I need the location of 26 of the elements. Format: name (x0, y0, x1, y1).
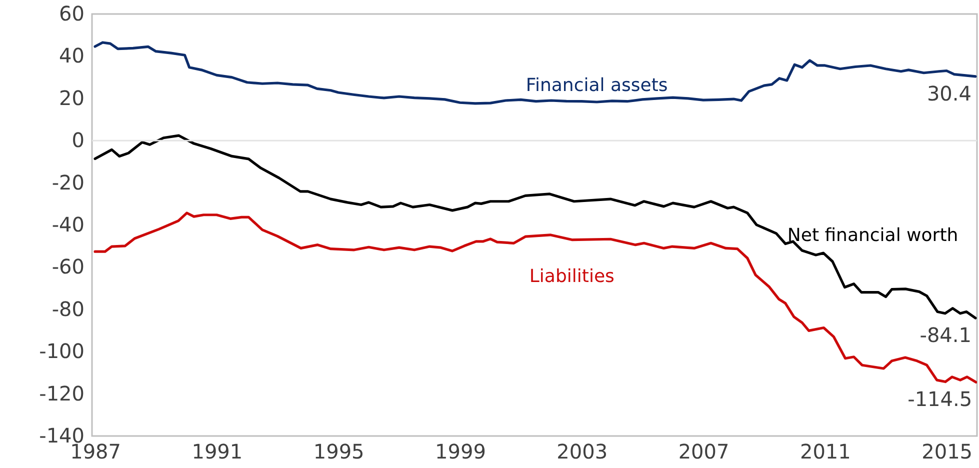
y-tick-label: -20 (52, 170, 84, 194)
x-tick-label: 2007 (678, 440, 730, 464)
y-tick-label: 0 (72, 128, 84, 152)
y-tick-label: -80 (52, 296, 84, 321)
x-tick-label: 1995 (313, 440, 364, 464)
y-tick-label: -40 (52, 212, 84, 236)
x-tick-label: 1999 (435, 440, 486, 464)
data-label: -84.1 (920, 323, 972, 348)
data-label: 30.4 (926, 81, 972, 106)
data-label: -114.5 (908, 387, 972, 412)
y-tick-label: 20 (59, 86, 84, 110)
line-series (94, 212, 977, 384)
line-series (94, 41, 977, 105)
x-tick-label: 2003 (556, 440, 608, 464)
x-tick-label: 2015 (922, 440, 973, 464)
series-label: Financial assets (526, 74, 668, 96)
y-tick-label: 40 (59, 44, 84, 68)
y-tick-label: -120 (39, 381, 84, 406)
x-tick-label: 2011 (800, 440, 851, 464)
x-tick-label: 1991 (192, 440, 243, 464)
line-series (94, 134, 977, 320)
series-label: Liabilities (529, 266, 614, 287)
y-tick-label: 60 (59, 2, 84, 26)
y-tick-label: -100 (39, 339, 84, 364)
y-tick-label: -60 (52, 254, 84, 279)
series-label: Net financial worth (787, 224, 958, 246)
